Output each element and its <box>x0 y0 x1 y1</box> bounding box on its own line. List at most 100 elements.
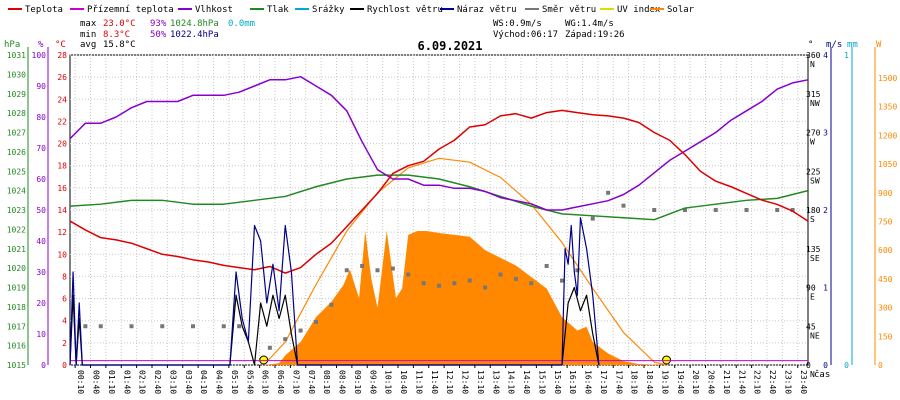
tick-label-temp: 6 <box>62 295 67 304</box>
legend-label-wind: Rychlost větru <box>367 5 443 15</box>
stat-avg-temp: 15.8°C <box>103 40 136 50</box>
tick-label-dir: 45 <box>806 322 816 331</box>
wind-direction-point <box>329 302 334 307</box>
temperature-line <box>69 109 809 274</box>
tick-label-ms: 2 <box>823 206 828 215</box>
tick-label-mm: 0 <box>844 361 849 370</box>
tick-label-hpa: 1021 <box>7 245 26 254</box>
x-tick-label: 06:10 <box>261 370 270 394</box>
tick-label-hpa: 1029 <box>7 90 26 99</box>
x-tick-label: 00:10 <box>76 370 85 394</box>
axis-unit-labels: hPa % °C ° m/s mm W čas <box>4 40 882 380</box>
tick-label-dir: 270 <box>806 129 821 138</box>
wind-direction-point <box>498 272 503 277</box>
stat-ws: WS:0.9m/s <box>493 19 542 29</box>
wind-direction-layer <box>83 190 795 350</box>
x-tick-label: 16:10 <box>568 370 577 394</box>
legend-label-hum: Vlhkost <box>195 5 233 15</box>
tick-label-compass: SW <box>810 176 820 185</box>
stat-avg-label: avg <box>80 40 96 50</box>
legend: Teplota Přízemní teplota Vlhkost Tlak Srážky… <box>8 5 695 15</box>
wind-direction-point <box>452 281 457 286</box>
wind-direction-point <box>713 208 718 212</box>
tick-label-pct: 70 <box>36 144 46 153</box>
tick-label-temp: 10 <box>57 250 67 259</box>
wind-direction-point <box>406 272 411 277</box>
tick-label-dir: 180 <box>806 206 821 215</box>
wind-direction-point <box>283 337 288 342</box>
unit-hpa: hPa <box>4 40 20 50</box>
x-tick-label: 14:10 <box>507 370 516 394</box>
tick-label-temp: 26 <box>57 73 67 82</box>
x-tick-label: 12:40 <box>461 370 470 394</box>
wind-direction-point <box>221 324 226 329</box>
stat-sunset: Západ:19:26 <box>565 30 625 40</box>
wind-direction-point <box>314 319 318 324</box>
x-tick-label: 11:10 <box>414 370 423 394</box>
tick-label-w: 150 <box>878 332 893 341</box>
tick-label-hpa: 1016 <box>7 342 26 351</box>
tick-label-temp: 2 <box>62 339 67 348</box>
x-tick-label: 14:40 <box>522 370 531 394</box>
tick-label-pct: 20 <box>36 299 46 308</box>
x-tick-label: 19:10 <box>660 370 669 394</box>
tick-label-compass: E <box>810 293 815 302</box>
wind-direction-point <box>652 208 657 212</box>
chart-date: 6.09.2021 <box>417 39 482 53</box>
x-tick-label: 19:40 <box>676 370 685 394</box>
stat-max-rain: 0.0mm <box>228 19 255 29</box>
tick-label-pct: 90 <box>36 82 46 91</box>
wind-direction-point <box>160 324 165 329</box>
tick-label-hpa: 1019 <box>7 284 26 293</box>
stat-max-temp: 23.0°C <box>103 19 136 29</box>
stat-min-temp: 8.3°C <box>103 30 130 40</box>
x-tick-label: 09:40 <box>368 370 377 394</box>
stat-min-label: min <box>80 30 96 40</box>
tick-label-temp: 20 <box>57 140 67 149</box>
unit-pct: % <box>38 40 44 50</box>
wind-direction-point <box>360 263 365 268</box>
stats-block: max 23.0°C 93% 1024.8hPa 0.0mm min 8.3°C… <box>80 19 625 50</box>
wind-direction-point <box>483 285 488 290</box>
wind-direction-point <box>344 268 349 273</box>
wind-direction-point <box>83 324 88 329</box>
unit-w: W <box>876 40 882 50</box>
tick-label-w: 900 <box>878 189 893 198</box>
stat-min-hum: 50% <box>150 30 167 40</box>
stat-max-label: max <box>80 19 97 29</box>
wind-direction-point <box>467 278 472 283</box>
x-tick-label: 11:40 <box>430 370 439 394</box>
wind-direction-point <box>560 278 564 283</box>
x-tick-label: 18:40 <box>645 370 654 394</box>
wind-direction-point <box>575 268 580 273</box>
wind-direction-point <box>621 203 626 208</box>
wind-direction-point <box>98 324 103 329</box>
wind-direction-point <box>590 216 595 221</box>
tick-label-hpa: 1028 <box>7 109 26 118</box>
tick-label-pct: 40 <box>36 237 46 246</box>
wind-direction-point <box>513 276 518 281</box>
tick-label-w: 750 <box>878 217 893 226</box>
unit-degc: °C <box>55 40 66 50</box>
wind-direction-point <box>683 208 687 212</box>
tick-label-w: 0 <box>878 361 883 370</box>
x-tick-label: 06:40 <box>276 370 285 394</box>
tick-label-dir: 360 <box>806 51 821 60</box>
tick-label-hpa: 1027 <box>7 129 26 138</box>
sunset-marker <box>662 355 672 365</box>
x-tick-label: 22:10 <box>753 370 762 394</box>
x-tick-label: 15:10 <box>537 370 546 394</box>
tick-label-hpa: 1015 <box>7 361 26 370</box>
unit-deg: ° <box>808 40 813 50</box>
x-tick-label: 10:40 <box>399 370 408 394</box>
legend-label-gust: Náraz větru <box>457 5 517 15</box>
wind-direction-point <box>744 208 749 212</box>
x-tick-label: 03:40 <box>184 370 193 394</box>
wind-direction-point <box>390 266 395 271</box>
tick-label-compass: NW <box>810 99 820 108</box>
tick-label-dir: 315 <box>806 90 821 99</box>
pressure-line <box>69 174 809 221</box>
tick-label-temp: 12 <box>57 228 67 237</box>
